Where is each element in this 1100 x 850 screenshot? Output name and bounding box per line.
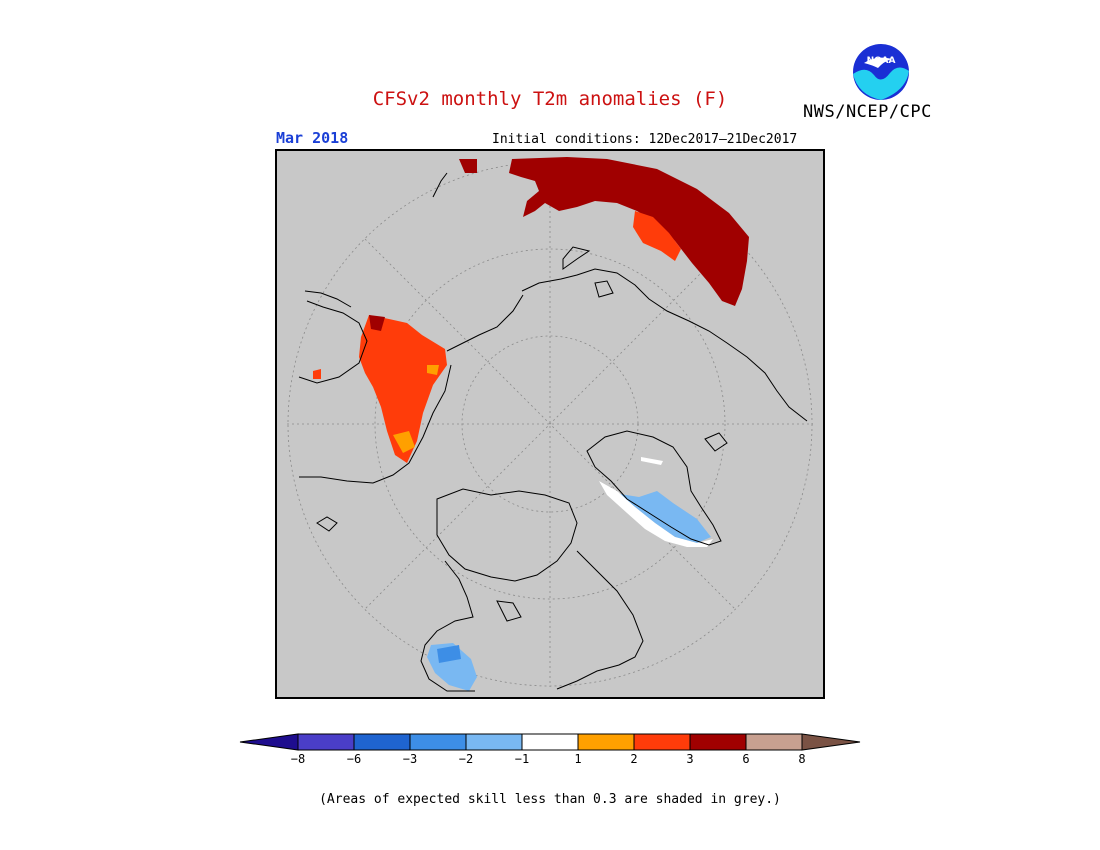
anomaly-greenland-white: [599, 481, 713, 547]
anomaly-greenland-white-2: [641, 457, 663, 465]
anomaly-alaska-small: [313, 369, 321, 379]
forecast-month: Mar 2018: [276, 129, 349, 147]
colorbar-arrow-right: [801, 733, 861, 751]
agency-label: NWS/NCEP/CPC: [803, 102, 932, 122]
anomaly-se-us-dark: [437, 645, 461, 663]
skill-note: (Areas of expected skill less than 0.3 a…: [319, 792, 781, 807]
colorbar: [239, 733, 861, 751]
colorbar-tick-label: 3: [686, 752, 694, 766]
colorbar-swatch: [521, 733, 579, 751]
colorbar-tick-label: 6: [742, 752, 750, 766]
noaa-logo-icon: NOAA: [851, 42, 911, 102]
colorbar-swatch: [745, 733, 803, 751]
colorbar-arrow-left: [239, 733, 299, 751]
colorbar-tick-label: −8: [290, 752, 306, 766]
coastlines: [298, 172, 808, 692]
colorbar-tick-label: −2: [458, 752, 474, 766]
colorbar-swatch: [465, 733, 523, 751]
map-canvas: [287, 157, 813, 692]
colorbar-swatch: [689, 733, 747, 751]
initial-conditions: Initial conditions: 12Dec2017–21Dec2017: [492, 132, 798, 147]
colorbar-tick-label: 2: [630, 752, 638, 766]
anomaly-alaska-orange: [393, 431, 415, 453]
colorbar-tick-label: −1: [514, 752, 530, 766]
colorbar-swatch: [353, 733, 411, 751]
colorbar-swatch: [409, 733, 467, 751]
colorbar-swatch: [297, 733, 355, 751]
colorbar-tick-label: −6: [346, 752, 362, 766]
anomaly-siberia: [509, 157, 749, 306]
colorbar-tick-label: 1: [574, 752, 582, 766]
anomaly-alaska-dark: [369, 315, 385, 331]
anomaly-western-russia: [633, 211, 681, 261]
logo-text: NOAA: [867, 56, 896, 66]
polar-map: [275, 149, 825, 699]
anomaly-siberia-west: [459, 159, 477, 173]
colorbar-tick-label: 8: [798, 752, 806, 766]
chart-title: CFSv2 monthly T2m anomalies (F): [372, 88, 728, 110]
graticule: [287, 161, 813, 687]
colorbar-swatch: [577, 733, 635, 751]
anomaly-shading: [313, 157, 749, 691]
colorbar-swatch: [633, 733, 691, 751]
anomaly-alaska-orange-2: [427, 365, 439, 375]
anomaly-greenland: [613, 491, 711, 543]
colorbar-tick-label: −3: [402, 752, 418, 766]
anomaly-alaska: [359, 315, 447, 463]
